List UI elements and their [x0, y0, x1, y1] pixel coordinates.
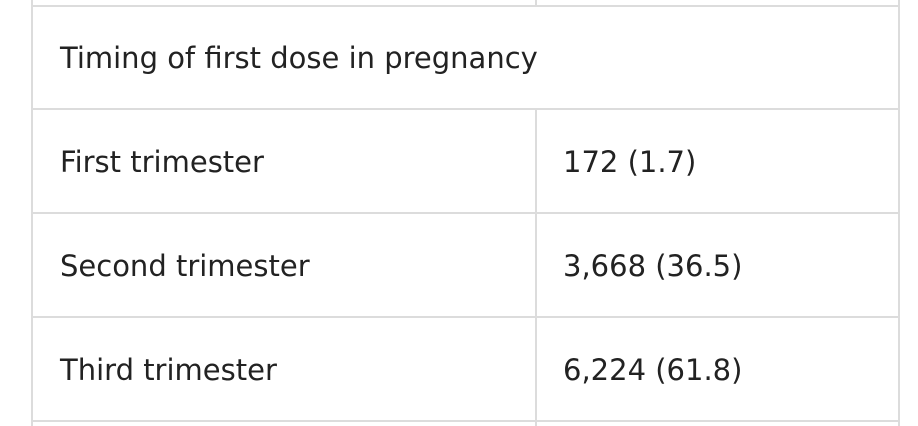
row-border [32, 108, 900, 110]
row-border [32, 316, 900, 318]
table-header: Timing of first dose in pregnancy [60, 41, 538, 75]
row-label: Second trimester [60, 249, 310, 283]
column-divider [535, 108, 537, 426]
row-border [32, 420, 900, 422]
row-value: 6,224 (61.8) [563, 353, 743, 387]
row-border [32, 5, 900, 7]
row-border [32, 212, 900, 214]
row-value: 172 (1.7) [563, 145, 697, 179]
row-value: 3,668 (36.5) [563, 249, 743, 283]
row-label: First trimester [60, 145, 264, 179]
row-label: Third trimester [60, 353, 277, 387]
column-divider-top [535, 0, 537, 6]
